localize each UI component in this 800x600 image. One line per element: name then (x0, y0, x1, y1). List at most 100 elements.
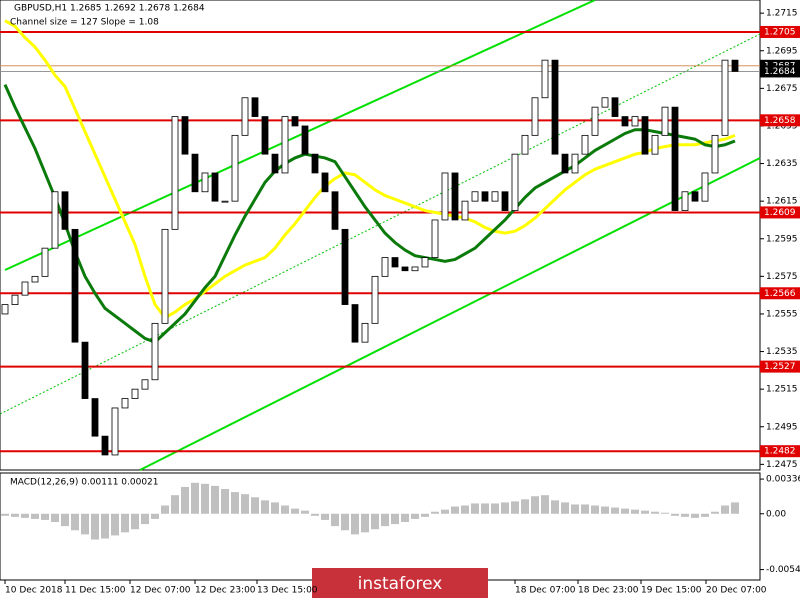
x-tick-label: 18 Dec 07:00 (515, 586, 576, 596)
macd-bar (281, 505, 289, 514)
candle-body (731, 59, 739, 72)
x-tick-label: 13 Dec 15:00 (257, 586, 318, 596)
macd-bar (41, 513, 49, 520)
macd-bar (151, 513, 159, 519)
candle-body (341, 228, 349, 305)
macd-bar (431, 511, 439, 514)
candle-body (641, 116, 649, 155)
y-tick-label: 1.2575 (766, 272, 798, 282)
candle-body (631, 116, 639, 127)
macd-bar (311, 513, 319, 516)
macd-bar (91, 513, 99, 540)
macd-bar (121, 513, 129, 533)
macd-bar (221, 488, 229, 514)
candle-body (581, 134, 589, 155)
macd-bar (101, 513, 109, 539)
macd-bar (721, 505, 729, 514)
macd-bar (111, 513, 119, 536)
macd-bar (321, 513, 329, 520)
candle-body (51, 191, 59, 249)
candle-body (491, 191, 499, 202)
candle-body (31, 275, 39, 283)
candle-body (591, 106, 599, 136)
channel-upper (4, 0, 596, 271)
macd-bar (511, 501, 519, 514)
x-tick-label: 10 Dec 2018 (5, 586, 63, 596)
candle-body (121, 398, 129, 409)
macd-bar (481, 503, 489, 514)
y-tick-label: 1.2555 (766, 309, 798, 319)
macd-bar (471, 503, 479, 514)
x-tick-label: 19 Dec 15:00 (641, 586, 702, 596)
watermark-box (312, 568, 488, 598)
candle-body (651, 134, 659, 155)
macd-bar (531, 496, 539, 514)
candle-body (301, 125, 309, 155)
candle-body (481, 191, 489, 202)
macd-bar (291, 508, 299, 514)
candle-body (531, 97, 539, 136)
macd-bar (521, 499, 529, 514)
macd-bar (421, 513, 429, 517)
candle-body (241, 97, 249, 136)
candle-body (391, 257, 399, 268)
candle-body (21, 281, 29, 296)
candle-body (111, 407, 119, 456)
candle-body (511, 153, 519, 211)
macd-bar (441, 509, 449, 514)
channel-lower (139, 157, 761, 471)
macd-bar (271, 502, 279, 514)
candle-body (11, 294, 19, 305)
macd-bar (351, 513, 359, 535)
level-label-box (760, 206, 800, 219)
candle-body (251, 97, 259, 117)
candle-body (411, 266, 419, 272)
y-tick-label: 1.2535 (766, 347, 798, 357)
x-tick-label: 12 Dec 23:00 (195, 586, 256, 596)
macd-bar (571, 504, 579, 514)
y-tick-label: 1.2515 (766, 385, 798, 395)
candle-body (171, 116, 179, 230)
candle-body (271, 153, 279, 174)
candle-body (561, 153, 569, 174)
candle-body (431, 219, 439, 258)
candle-body (541, 59, 549, 99)
macd-bar (301, 510, 309, 514)
macd-bar (391, 513, 399, 525)
level-label: 1.2566 (764, 289, 796, 299)
candle-body (1, 304, 9, 315)
macd-bar (241, 494, 249, 514)
level-label-box (760, 287, 800, 300)
candle-body (221, 200, 229, 203)
candle-body (331, 191, 339, 230)
macd-bar (11, 513, 19, 517)
candle-body (441, 172, 449, 221)
y-tick-label: 1.2715 (766, 9, 798, 19)
candle-body (161, 228, 169, 324)
candle-body (371, 275, 379, 324)
macd-bar (341, 513, 349, 531)
level-label-box (760, 114, 800, 127)
macd-bar (671, 513, 679, 516)
candle-body (151, 322, 159, 381)
candle-body (701, 172, 709, 202)
candle-body (71, 228, 79, 343)
candle-body (691, 191, 699, 202)
macd-bar (681, 513, 689, 517)
macd-bar (411, 513, 419, 519)
macd-bar (1, 513, 9, 516)
candle-body (471, 191, 479, 202)
candle-body (321, 172, 329, 193)
candle-body (141, 379, 149, 390)
macd-bar (601, 506, 609, 514)
candle-body (41, 247, 49, 277)
macd-bar (661, 512, 669, 514)
macd-bar (31, 513, 39, 519)
candle-body (521, 134, 529, 155)
candle-body (81, 341, 89, 399)
watermark: instaforex (358, 574, 443, 594)
level-label-box (760, 445, 800, 458)
macd-bar (581, 504, 589, 514)
candle-body (721, 59, 729, 136)
